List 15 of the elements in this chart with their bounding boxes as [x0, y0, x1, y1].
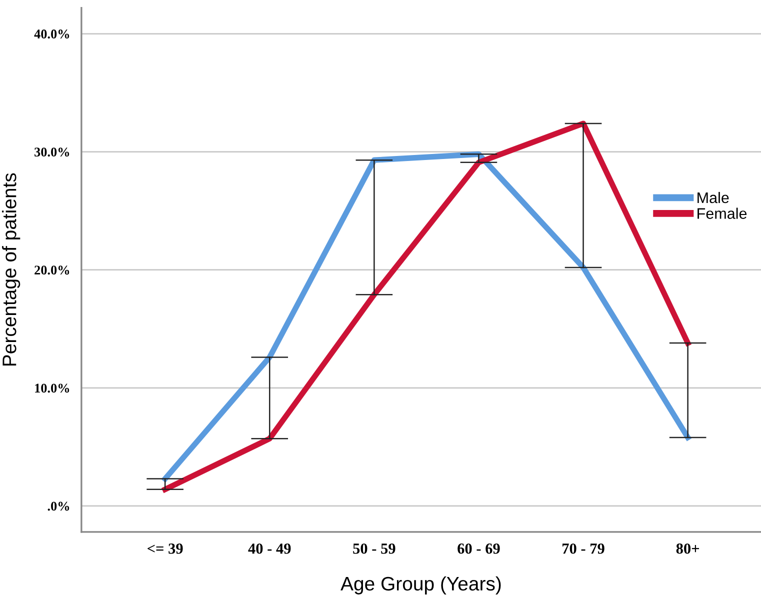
y-tick-label: 20.0% [34, 266, 70, 275]
legend-label: Male [698, 192, 729, 204]
x-tick-label: 70 - 79 [562, 543, 604, 554]
y-tick-label: 40.0% [34, 30, 70, 39]
x-tick-label: 80+ [676, 543, 700, 554]
y-axis-title: Percentage of patients [2, 173, 20, 366]
x-tick-label: 50 - 59 [353, 543, 396, 554]
x-axis-title: Age Group (Years) [340, 576, 501, 594]
x-tick-label: 60 - 69 [458, 543, 500, 554]
y-tick-label: .0% [48, 502, 70, 511]
legend-label: Female [698, 208, 747, 219]
y-tick-label: 10.0% [35, 384, 70, 393]
x-tick-label: 40 - 49 [248, 543, 291, 554]
y-tick-label: 30.0% [34, 148, 70, 157]
x-tick-label: <= 39 [148, 544, 183, 554]
